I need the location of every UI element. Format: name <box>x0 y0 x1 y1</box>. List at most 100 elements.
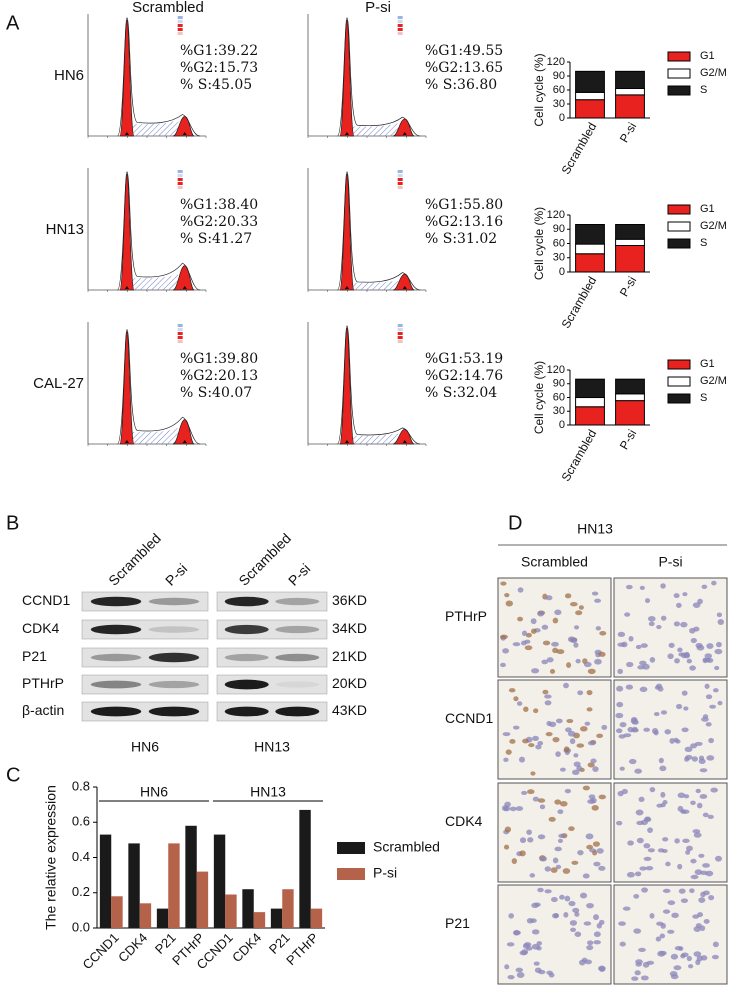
cell <box>513 929 521 936</box>
cell <box>563 682 569 689</box>
cell <box>590 758 597 764</box>
cell <box>635 644 642 650</box>
legend-swatch <box>177 174 183 177</box>
bar-segment <box>615 224 645 240</box>
stat: %G1:38.40 <box>180 197 258 213</box>
cell <box>649 913 655 919</box>
cell <box>555 864 562 870</box>
cell <box>712 941 719 948</box>
bar <box>310 908 323 928</box>
column-header: P-si <box>285 560 313 588</box>
x-tick-label: P-si <box>617 120 639 145</box>
cell <box>638 947 646 953</box>
cell <box>714 665 720 671</box>
cell <box>537 610 545 617</box>
cell <box>683 652 691 659</box>
cell <box>512 725 520 730</box>
size-label: 34KD <box>332 620 367 636</box>
cell <box>615 712 624 719</box>
blot-bg <box>216 647 328 668</box>
stat: % S:45.05 <box>180 77 252 93</box>
cell <box>681 952 689 958</box>
cell <box>545 595 553 601</box>
cell <box>519 837 527 844</box>
legend-swatch <box>667 51 691 62</box>
peak-g1 <box>119 331 135 445</box>
legend-swatch <box>667 204 691 215</box>
cell <box>592 850 598 856</box>
cell <box>694 741 703 746</box>
cell <box>552 736 560 743</box>
fit-line <box>117 17 201 137</box>
legend-label: G1 <box>700 358 715 370</box>
protein-label: β-actin <box>22 702 64 718</box>
cell <box>526 829 532 835</box>
cell <box>533 708 539 714</box>
cell <box>539 856 547 862</box>
legend-swatch <box>667 393 691 404</box>
cell <box>571 769 580 775</box>
cell <box>554 846 562 852</box>
cell <box>508 688 516 693</box>
legend-swatch <box>177 16 183 19</box>
y-tick-label: 30 <box>553 252 565 264</box>
bar <box>168 843 180 928</box>
group-label: HN6 <box>140 784 168 800</box>
peak-g1 <box>339 19 355 137</box>
protein-label: CDK4 <box>22 620 60 636</box>
cell <box>660 802 666 808</box>
bar-segment <box>615 238 645 246</box>
cell <box>579 892 588 899</box>
size-label: 21KD <box>332 648 367 664</box>
cell <box>705 870 714 877</box>
cell <box>575 610 583 616</box>
column-header: Scrambled <box>235 530 294 589</box>
legend-swatch <box>397 28 403 31</box>
cell <box>658 757 664 764</box>
cell <box>559 801 568 807</box>
cell <box>568 900 576 907</box>
cell <box>680 809 687 814</box>
cell <box>506 942 515 947</box>
cell <box>555 751 561 757</box>
y-axis-label: Cell cycle (%) <box>532 361 546 434</box>
blot-band <box>224 624 269 635</box>
cell <box>594 598 602 603</box>
cell-line-label: HN13 <box>254 739 290 755</box>
cell <box>616 820 623 826</box>
bar-segment <box>615 94 645 119</box>
column-header: Scrambled <box>105 530 164 589</box>
cell <box>541 659 549 665</box>
cell <box>568 826 575 832</box>
cell <box>571 860 579 865</box>
cell <box>598 794 606 800</box>
legend-swatch <box>667 221 691 232</box>
cell <box>674 838 680 844</box>
stat: %G2:20.13 <box>180 368 258 384</box>
cell <box>566 718 574 724</box>
legend-swatch <box>337 868 365 880</box>
cell <box>703 919 710 924</box>
cell <box>685 850 691 855</box>
x-tick-label: Scrambled <box>559 120 600 177</box>
legend-swatch <box>177 328 183 331</box>
bar <box>282 889 294 928</box>
legend-label: S <box>700 392 707 404</box>
cell <box>619 941 626 947</box>
cell <box>692 829 701 834</box>
cell <box>563 912 569 918</box>
cell <box>634 768 642 774</box>
legend-swatch <box>667 376 691 387</box>
cell <box>517 616 523 622</box>
cell <box>596 922 602 929</box>
cell <box>509 738 516 744</box>
bar <box>299 809 311 928</box>
cell <box>586 707 593 712</box>
cell <box>680 621 688 628</box>
cell <box>531 902 539 909</box>
cell <box>565 727 572 733</box>
cell <box>545 731 553 737</box>
legend-label: G2/M <box>700 67 727 79</box>
cell <box>690 638 697 644</box>
y-tick-label: 0.0 <box>72 919 90 934</box>
